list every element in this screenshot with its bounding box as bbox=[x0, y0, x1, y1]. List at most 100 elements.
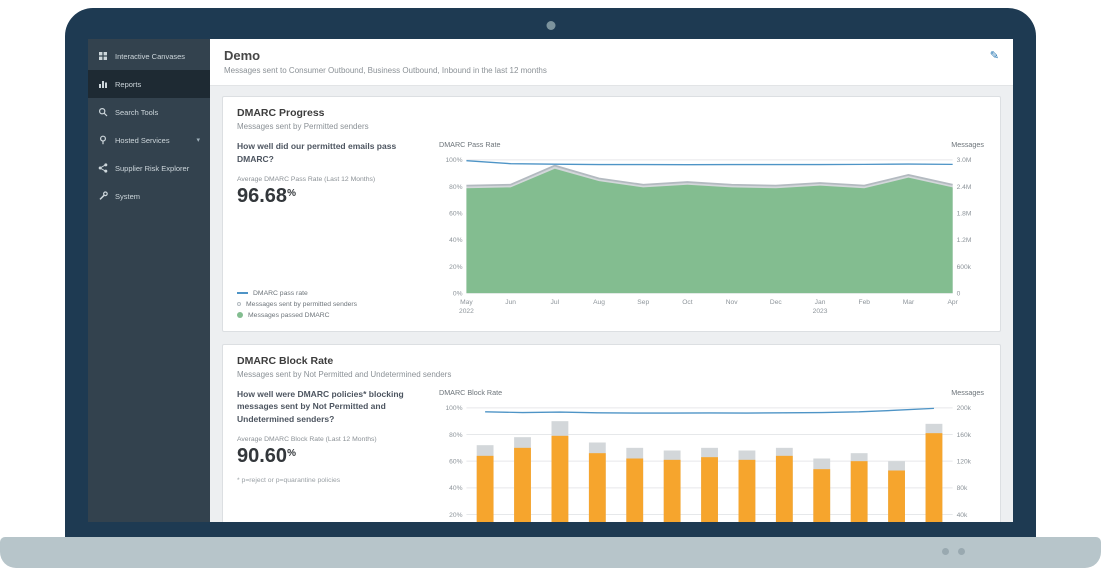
sidebar-item-reports[interactable]: Reports bbox=[88, 70, 210, 98]
card-question: How well were DMARC policies* blocking m… bbox=[237, 388, 404, 425]
svg-text:20%: 20% bbox=[449, 264, 462, 271]
svg-text:Nov: Nov bbox=[726, 299, 739, 306]
legend-dot-marker bbox=[237, 312, 243, 319]
sidebar-item-label: System bbox=[115, 191, 141, 201]
hosted-services-icon bbox=[99, 135, 107, 145]
metric-value: 90.60% bbox=[237, 445, 425, 468]
sidebar-item-label: Search Tools bbox=[115, 107, 159, 117]
card-question: How well did our permitted emails pass D… bbox=[237, 141, 397, 164]
legend-item: Messages passed DMARC bbox=[237, 312, 425, 319]
card-subtitle: Messages sent by Permitted senders bbox=[237, 122, 369, 131]
chart-title: DMARC Block Rate bbox=[439, 387, 503, 397]
svg-text:Sep: Sep bbox=[637, 299, 649, 306]
legend-line-marker bbox=[237, 292, 248, 295]
svg-text:1.2M: 1.2M bbox=[957, 237, 972, 244]
svg-text:60%: 60% bbox=[449, 211, 462, 218]
svg-text:120k: 120k bbox=[957, 458, 972, 465]
svg-text:2023: 2023 bbox=[813, 308, 828, 315]
svg-text:40k: 40k bbox=[957, 512, 968, 519]
svg-text:1.8M: 1.8M bbox=[957, 211, 972, 218]
policy-footnote: * p=reject or p=quarantine policies bbox=[237, 476, 341, 484]
chart-right-axis-label: Messages bbox=[951, 140, 984, 149]
svg-text:Jan: Jan bbox=[815, 299, 826, 306]
supplier-risk-icon bbox=[98, 163, 108, 173]
metric-label: Average DMARC Pass Rate (Last 12 Months) bbox=[237, 175, 376, 183]
main-panel: Demo Messages sent to Consumer Outbound,… bbox=[210, 39, 1013, 522]
block-rate-chart: DMARC Block Rate Messages 100% 80% 60% 40% 2… bbox=[437, 388, 986, 522]
pass-rate-chart: DMARC Pass Rate Messages 100% 80% 60% 40% 20… bbox=[437, 140, 986, 319]
svg-text:0: 0 bbox=[957, 291, 961, 298]
sidebar-item-label: Hosted Services bbox=[115, 135, 170, 145]
metric-unit: % bbox=[287, 447, 296, 459]
legend-ring-marker bbox=[237, 302, 241, 307]
metric-value: 96.68% bbox=[237, 185, 425, 208]
svg-text:100%: 100% bbox=[445, 157, 462, 164]
legend-label: Messages sent by permitted senders bbox=[246, 300, 358, 308]
svg-text:20%: 20% bbox=[449, 512, 462, 519]
metric-unit: % bbox=[287, 187, 296, 199]
legend-item: Messages sent by permitted senders bbox=[237, 301, 425, 308]
sidebar-item-supplier-risk-explorer[interactable]: Supplier Risk Explorer bbox=[88, 154, 210, 182]
base-dot-icon bbox=[942, 548, 949, 555]
reports-icon bbox=[99, 81, 107, 88]
sidebar-item-hosted-services[interactable]: Hosted Services ▾ bbox=[88, 126, 210, 154]
sidebar-item-search-tools[interactable]: Search Tools bbox=[88, 98, 210, 126]
svg-text:Mar: Mar bbox=[903, 299, 915, 306]
svg-text:100%: 100% bbox=[445, 405, 462, 412]
svg-text:Aug: Aug bbox=[593, 299, 605, 306]
page-subtitle: Messages sent to Consumer Outbound, Busi… bbox=[224, 66, 547, 75]
base-dot-icon bbox=[958, 548, 965, 555]
dmarc-progress-card: DMARC Progress Messages sent by Permitte… bbox=[222, 96, 1001, 332]
page-header: Demo Messages sent to Consumer Outbound,… bbox=[210, 39, 1013, 86]
svg-text:80%: 80% bbox=[449, 184, 462, 191]
card-title: DMARC Block Rate bbox=[237, 354, 334, 367]
svg-text:May: May bbox=[460, 299, 473, 306]
metric-label: Average DMARC Block Rate (Last 12 Months… bbox=[237, 435, 377, 443]
svg-text:40%: 40% bbox=[449, 237, 462, 244]
svg-text:200k: 200k bbox=[957, 405, 972, 412]
svg-text:3.0M: 3.0M bbox=[957, 157, 972, 164]
app-screen: Interactive Canvases Reports Search Tool… bbox=[88, 39, 1013, 522]
dmarc-block-rate-card: DMARC Block Rate Messages sent by Not Pe… bbox=[222, 343, 1001, 522]
sidebar-item-label: Interactive Canvases bbox=[115, 51, 186, 61]
laptop-base bbox=[0, 537, 1101, 568]
pass-rate-chart-svg: 100% 80% 60% 40% 20% 0% 3.0M 2.4M 1.8M 1.2M 600k 0 M… bbox=[445, 157, 972, 315]
card-summary: How well did our permitted emails pass D… bbox=[237, 140, 437, 319]
laptop-camera-icon bbox=[546, 21, 555, 30]
laptop-lid: Interactive Canvases Reports Search Tool… bbox=[65, 8, 1036, 537]
metric-number: 90.60 bbox=[237, 444, 288, 467]
legend-label: DMARC pass rate bbox=[253, 289, 308, 297]
content-area: DMARC Progress Messages sent by Permitte… bbox=[210, 86, 1013, 522]
sidebar-item-interactive-canvases[interactable]: Interactive Canvases bbox=[88, 42, 210, 70]
card-summary: How well were DMARC policies* blocking m… bbox=[237, 388, 437, 522]
svg-text:40%: 40% bbox=[449, 485, 462, 492]
card-subtitle: Messages sent by Not Permitted and Undet… bbox=[237, 369, 452, 379]
svg-text:0%: 0% bbox=[453, 291, 463, 298]
sidebar-item-system[interactable]: System bbox=[88, 182, 210, 210]
edit-icon[interactable]: ✎ bbox=[989, 50, 999, 62]
svg-text:2022: 2022 bbox=[459, 308, 474, 315]
svg-text:Jul: Jul bbox=[551, 299, 560, 306]
svg-text:600k: 600k bbox=[957, 264, 972, 271]
svg-text:Apr: Apr bbox=[947, 299, 958, 306]
svg-text:60%: 60% bbox=[449, 458, 462, 465]
chevron-down-icon: ▾ bbox=[196, 137, 200, 144]
chart-legend: DMARC pass rate Messages sent by permitt… bbox=[237, 280, 425, 319]
svg-text:2.4M: 2.4M bbox=[957, 184, 972, 191]
legend-label: Messages passed DMARC bbox=[248, 311, 330, 319]
svg-text:Dec: Dec bbox=[770, 299, 783, 306]
sidebar: Interactive Canvases Reports Search Tool… bbox=[88, 39, 210, 522]
search-tools-icon bbox=[98, 107, 108, 117]
svg-text:Oct: Oct bbox=[682, 299, 693, 306]
svg-text:80%: 80% bbox=[449, 432, 462, 439]
metric-number: 96.68 bbox=[237, 184, 288, 207]
chart-title: DMARC Pass Rate bbox=[439, 140, 501, 149]
legend-item: DMARC pass rate bbox=[237, 290, 425, 297]
sidebar-item-label: Supplier Risk Explorer bbox=[115, 163, 190, 173]
svg-text:160k: 160k bbox=[957, 432, 972, 439]
chart-right-axis-label: Messages bbox=[951, 387, 984, 397]
sidebar-item-label: Reports bbox=[115, 79, 142, 89]
svg-text:Feb: Feb bbox=[859, 299, 871, 306]
card-title: DMARC Progress bbox=[237, 107, 325, 119]
